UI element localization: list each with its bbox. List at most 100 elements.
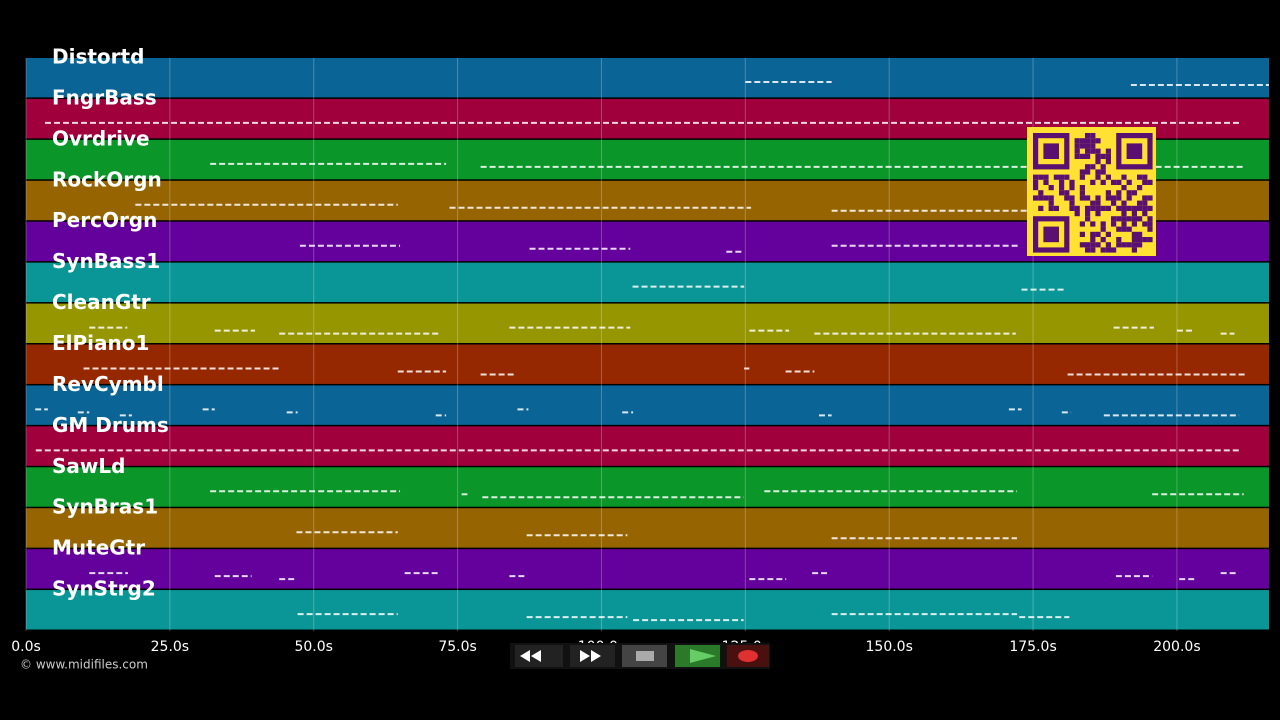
- qr-module: [1142, 221, 1148, 227]
- forward-button[interactable]: [570, 645, 615, 667]
- qr-module: [1116, 237, 1122, 243]
- qr-module: [1095, 169, 1101, 175]
- transport-controls: [510, 643, 770, 669]
- qr-module: [1105, 205, 1111, 211]
- qr-module: [1090, 205, 1096, 211]
- qr-module: [1069, 205, 1075, 211]
- stop-button[interactable]: [622, 645, 667, 667]
- qr-module: [1095, 195, 1101, 201]
- qr-module: [1074, 153, 1080, 159]
- record-button[interactable]: [727, 645, 769, 667]
- qr-module: [1147, 226, 1153, 232]
- qr-module: [1090, 247, 1096, 253]
- qr-module: [1131, 216, 1137, 222]
- qr-module: [1137, 185, 1143, 191]
- qr-module: [1116, 216, 1122, 222]
- qr-module: [1079, 153, 1085, 159]
- x-tick-label: 75.0s: [438, 639, 476, 655]
- qr-finder: [1043, 143, 1059, 159]
- qr-module: [1137, 237, 1143, 243]
- qr-module: [1079, 169, 1085, 175]
- qr-module: [1085, 247, 1091, 253]
- track-label: PercOrgn: [52, 208, 157, 232]
- qr-module: [1111, 216, 1117, 222]
- qr-module: [1126, 195, 1132, 201]
- qr-module: [1126, 205, 1132, 211]
- qr-module: [1095, 153, 1101, 159]
- qr-module: [1043, 195, 1049, 201]
- track-band: [26, 426, 1269, 466]
- qr-module: [1105, 231, 1111, 237]
- qr-module: [1074, 148, 1080, 154]
- play-button[interactable]: [675, 645, 720, 667]
- qr-module: [1121, 221, 1127, 227]
- x-tick-label: 200.0s: [1153, 639, 1200, 655]
- qr-module: [1085, 169, 1091, 175]
- qr-module: [1079, 174, 1085, 180]
- qr-module: [1085, 195, 1091, 201]
- rewind-icon: [520, 650, 541, 662]
- qr-module: [1121, 226, 1127, 232]
- track-band: [26, 385, 1269, 425]
- qr-module: [1033, 185, 1039, 191]
- qr-module: [1131, 205, 1137, 211]
- track-band: [26, 590, 1269, 630]
- qr-module: [1038, 174, 1044, 180]
- qr-module: [1100, 169, 1106, 175]
- track-band: [26, 303, 1269, 343]
- qr-module: [1074, 138, 1080, 144]
- qr-module: [1048, 200, 1054, 206]
- qr-module: [1105, 247, 1111, 253]
- qr-module: [1105, 153, 1111, 159]
- qr-module: [1079, 138, 1085, 144]
- qr-module: [1121, 185, 1127, 191]
- qr-code: [1027, 127, 1156, 256]
- qr-module: [1137, 205, 1143, 211]
- rewind-button[interactable]: [515, 645, 563, 667]
- qr-module: [1137, 231, 1143, 237]
- qr-module: [1126, 190, 1132, 196]
- forward-icon: [580, 650, 601, 662]
- qr-module: [1033, 179, 1039, 185]
- qr-module: [1126, 179, 1132, 185]
- qr-module: [1147, 195, 1153, 201]
- qr-module: [1131, 242, 1137, 248]
- qr-module: [1121, 216, 1127, 222]
- qr-module: [1131, 237, 1137, 243]
- qr-module: [1121, 205, 1127, 211]
- qr-module: [1100, 164, 1106, 170]
- track-band: [26, 549, 1269, 589]
- qr-module: [1147, 237, 1153, 243]
- qr-module: [1095, 242, 1101, 248]
- track-band: [26, 262, 1269, 303]
- qr-module: [1111, 247, 1117, 253]
- qr-module: [1142, 237, 1148, 243]
- qr-module: [1074, 211, 1080, 217]
- qr-module: [1033, 174, 1039, 180]
- x-tick-label: 0.0s: [11, 639, 41, 655]
- qr-module: [1085, 148, 1091, 154]
- qr-module: [1059, 174, 1065, 180]
- qr-module: [1095, 138, 1101, 144]
- qr-module: [1085, 164, 1091, 170]
- qr-module: [1095, 159, 1101, 165]
- qr-module: [1126, 242, 1132, 248]
- qr-module: [1085, 205, 1091, 211]
- track-band: [26, 508, 1269, 548]
- qr-module: [1142, 179, 1148, 185]
- qr-module: [1105, 195, 1111, 201]
- qr-module: [1085, 242, 1091, 248]
- qr-module: [1121, 174, 1127, 180]
- qr-module: [1095, 231, 1101, 237]
- qr-module: [1116, 205, 1122, 211]
- qr-module: [1137, 216, 1143, 222]
- qr-module: [1079, 185, 1085, 191]
- x-tick-label: 150.0s: [866, 639, 913, 655]
- qr-module: [1100, 247, 1106, 253]
- qr-module: [1090, 164, 1096, 170]
- qr-module: [1074, 205, 1080, 211]
- qr-module: [1131, 190, 1137, 196]
- x-tick-label: 25.0s: [151, 639, 189, 655]
- qr-module: [1085, 211, 1091, 217]
- qr-module: [1137, 242, 1143, 248]
